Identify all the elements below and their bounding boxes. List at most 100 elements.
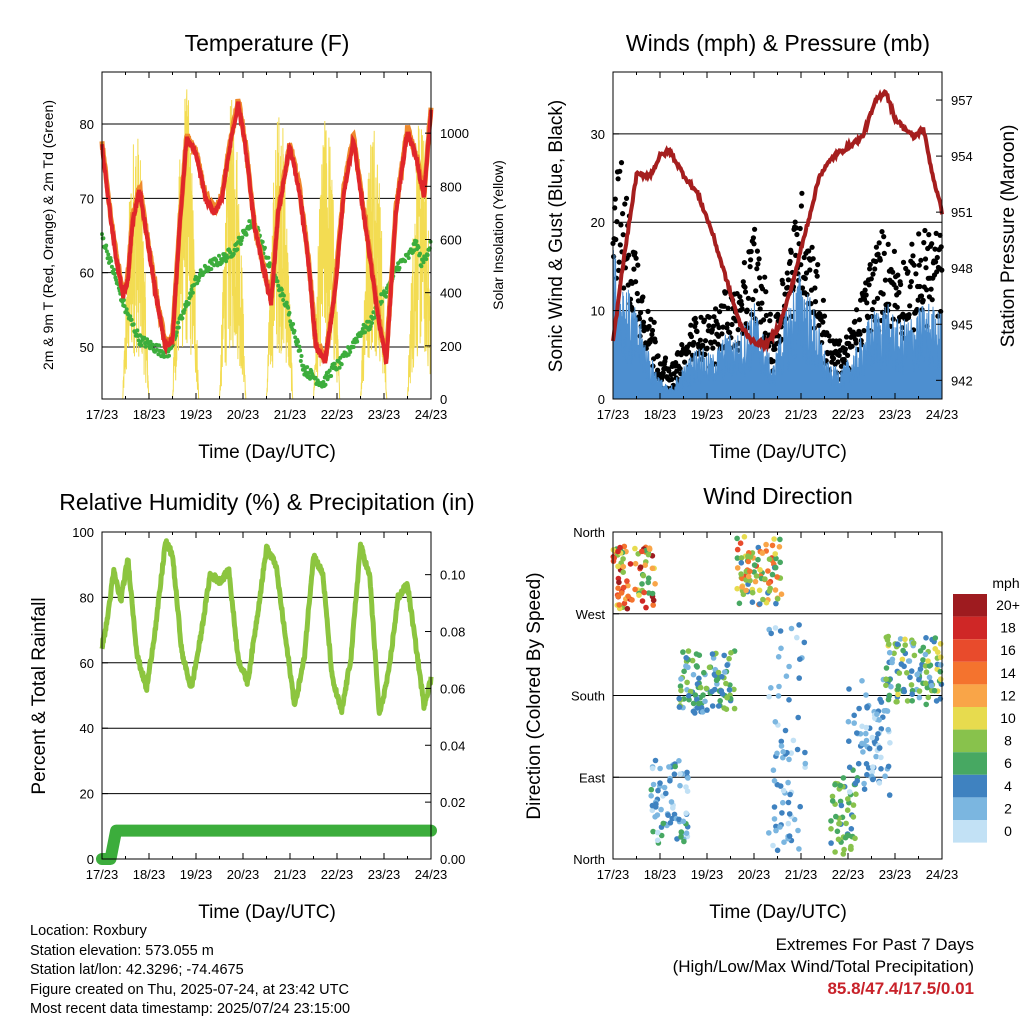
wind-direction-point xyxy=(776,544,783,550)
gust-point xyxy=(693,320,699,326)
wind-direction-point xyxy=(734,546,741,553)
wind-direction-point xyxy=(922,651,929,658)
wind-direction-point xyxy=(794,746,801,753)
wind-direction-point xyxy=(642,562,648,568)
pressure-y2tick-label: 954 xyxy=(951,149,973,164)
dewpoint-point xyxy=(225,255,230,260)
wind-direction-point xyxy=(757,601,763,607)
dewpoint-point xyxy=(104,243,109,248)
gust-point xyxy=(620,232,626,238)
wind-direction-point xyxy=(904,670,910,676)
gust-point xyxy=(896,289,902,296)
wind-direction-point xyxy=(917,666,924,672)
wind-direction-point xyxy=(883,676,889,682)
dewpoint-point xyxy=(143,344,148,349)
gust-point xyxy=(863,292,869,298)
wind-direction-point xyxy=(895,683,902,689)
gust-point xyxy=(852,318,858,324)
wind-direction-point xyxy=(772,551,778,557)
wind-direction-point xyxy=(856,705,862,712)
wind-direction-point xyxy=(689,657,696,664)
dewpoint-point xyxy=(238,242,243,246)
wind-direction-point xyxy=(786,833,793,839)
wind-direction-point xyxy=(697,684,704,691)
gust-point xyxy=(820,297,827,303)
wind-direction-point xyxy=(855,760,862,767)
gust-point xyxy=(702,338,709,344)
gust-point xyxy=(854,307,860,313)
gust-point xyxy=(751,241,757,247)
gust-point xyxy=(794,231,800,238)
wind-direction-point xyxy=(900,647,906,654)
wind-direction-point xyxy=(684,679,690,686)
gust-point xyxy=(724,321,731,327)
gust-point xyxy=(891,248,898,254)
pressure-y2tick-label: 948 xyxy=(951,261,973,276)
wind-direction-point xyxy=(766,580,772,586)
gust-point xyxy=(815,262,821,268)
wind-direction-point xyxy=(863,692,869,698)
gust-point xyxy=(862,287,868,293)
wind-direction-point xyxy=(802,749,808,756)
wind-direction-point xyxy=(926,674,933,681)
gust-point xyxy=(810,256,816,262)
dewpoint-point xyxy=(189,287,194,292)
gust-point xyxy=(853,340,859,346)
gust-point xyxy=(924,287,930,293)
gust-point xyxy=(933,259,939,265)
wind-direction-point xyxy=(652,757,659,764)
gust-point xyxy=(826,333,832,339)
gust-point xyxy=(754,248,761,254)
dewpoint-point xyxy=(104,249,109,254)
gust-point xyxy=(679,342,685,348)
gust-point xyxy=(876,240,882,246)
wind-direction-point xyxy=(796,846,802,852)
gust-point xyxy=(836,352,842,358)
temperature-title: Temperature (F) xyxy=(185,30,350,56)
dewpoint-point xyxy=(180,316,185,321)
gust-point xyxy=(849,343,855,349)
dewpoint-point xyxy=(281,298,286,302)
wind-direction-point xyxy=(620,569,626,575)
gust-point xyxy=(793,225,799,231)
wind-direction-point xyxy=(828,818,834,824)
gust-point xyxy=(820,319,826,325)
wind-direction-point xyxy=(724,662,730,668)
station-info: Location: Roxbury Station elevation: 573… xyxy=(30,922,350,1020)
wind-direction-point xyxy=(684,769,690,776)
wind-direction-xtick-label: 23/23 xyxy=(879,867,912,882)
wind-direction-point xyxy=(731,705,738,712)
gust-point xyxy=(623,195,630,201)
gust-point xyxy=(613,236,619,243)
gust-point xyxy=(797,225,803,232)
wind-direction-ylabel: Direction (Colored By Speed) xyxy=(524,572,545,819)
temperature-ytick-label: 50 xyxy=(80,340,94,355)
wind-direction-point xyxy=(898,661,905,667)
gust-point xyxy=(669,376,675,382)
pressure-line xyxy=(611,88,944,353)
wind-direction-point xyxy=(685,692,692,699)
gust-point xyxy=(898,281,904,288)
gust-point xyxy=(741,260,748,266)
pressure-y2tick-label: 945 xyxy=(951,317,973,332)
gust-point xyxy=(933,230,939,236)
gust-point xyxy=(616,259,622,265)
wind-direction-point xyxy=(829,798,836,804)
wind-direction-point xyxy=(925,658,931,664)
wind-direction-point xyxy=(780,787,787,794)
wind-direction-point xyxy=(770,842,776,849)
wind-direction-point xyxy=(660,820,667,827)
wind-direction-point xyxy=(734,535,740,542)
wind-direction-point xyxy=(757,567,763,573)
humidity-ytick-label: 0 xyxy=(87,852,94,867)
wind-direction-point xyxy=(755,556,761,563)
legend-swatch xyxy=(953,661,987,685)
dewpoint-point xyxy=(228,250,233,255)
wind-direction-point xyxy=(882,773,888,779)
humidity-ytick-label: 100 xyxy=(72,525,94,540)
wind-direction-point xyxy=(869,734,876,741)
wind-direction-point xyxy=(878,766,884,772)
wind-direction-point xyxy=(715,669,722,676)
wind-direction-point xyxy=(658,806,664,813)
wind-direction-point xyxy=(773,827,779,834)
